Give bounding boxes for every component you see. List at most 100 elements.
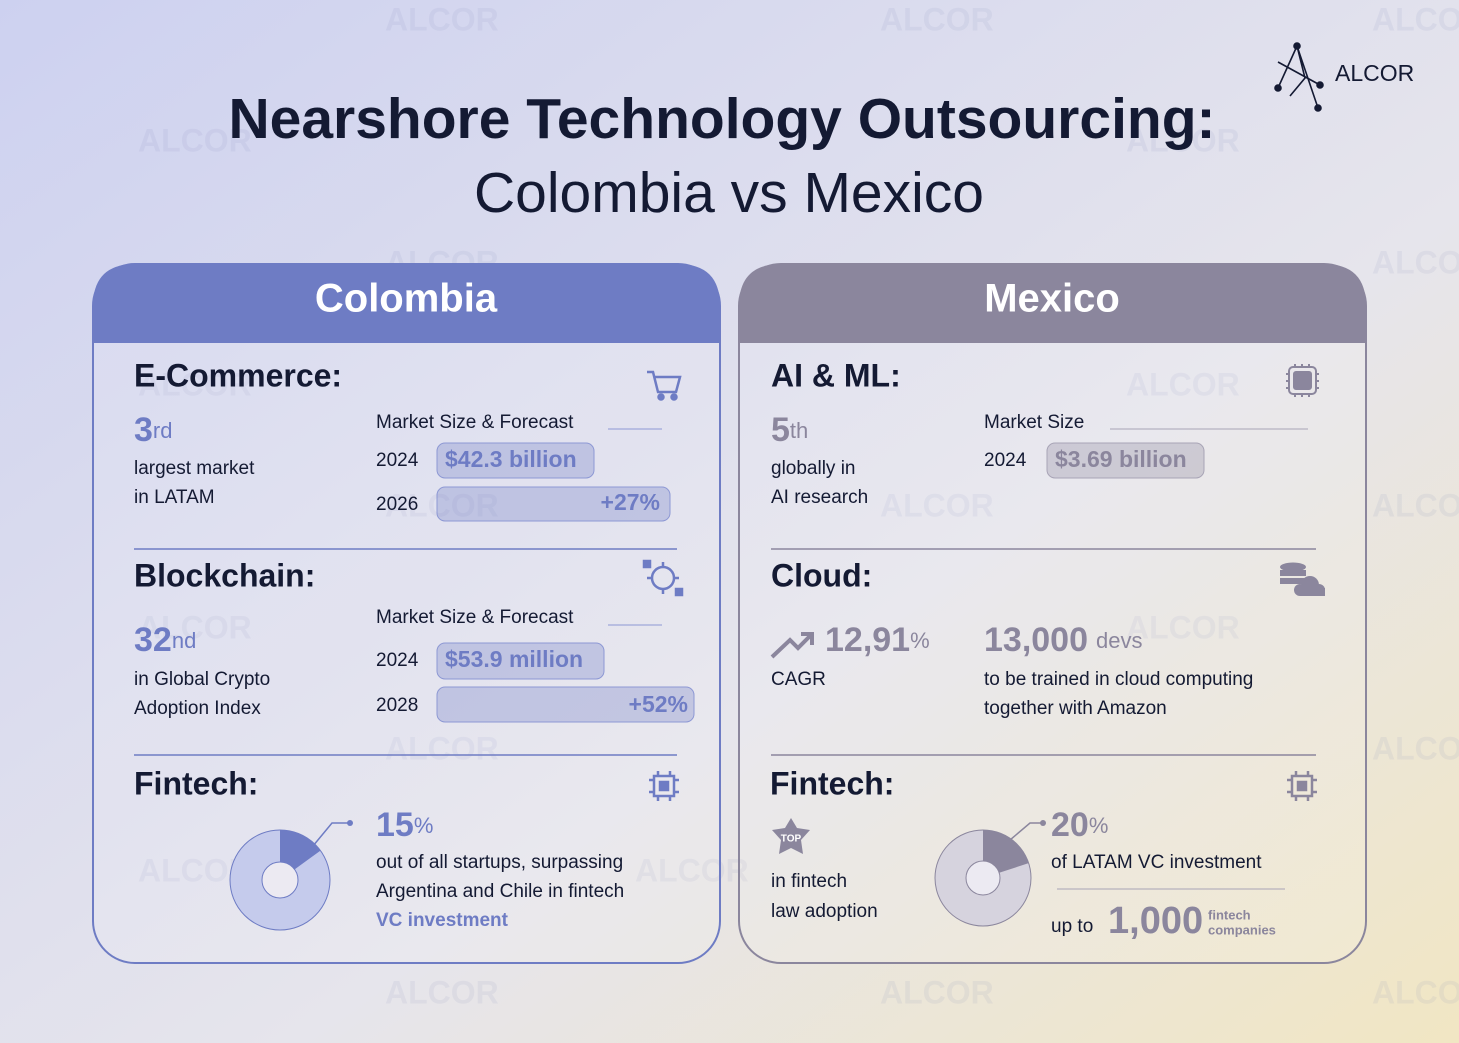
panel-title: Mexico [984, 277, 1120, 321]
text: in fintech [771, 871, 847, 892]
blockchain-icon [642, 559, 684, 597]
rank-number: 32 [134, 621, 172, 659]
section-title: Cloud: [771, 557, 872, 593]
watermark: ALCOR [880, 487, 994, 523]
watermark: ALCOR [1372, 730, 1459, 766]
text: to be trained in cloud computing [984, 669, 1253, 690]
watermark: ALCOR [138, 609, 252, 645]
section-title: Blockchain: [134, 557, 315, 593]
watermark: ALCOR [880, 974, 994, 1010]
rank: 32nd [134, 621, 196, 659]
watermark: ALCOR [880, 1, 994, 37]
cagr-value: 12,91 [825, 621, 910, 659]
watermark: ALCOR [1372, 974, 1459, 1010]
donut-hole [965, 860, 1001, 896]
text: globally in [771, 458, 856, 479]
cart-icon [647, 370, 682, 401]
label: Market Size [984, 412, 1084, 433]
leader [307, 822, 350, 853]
devs-unit: devs [1096, 628, 1142, 653]
watermark: ALCOR [1372, 487, 1459, 523]
panel-header [739, 264, 1366, 343]
watermark: ALCOR [385, 1, 499, 37]
section-title: Fintech: [134, 765, 258, 801]
subtitle: Colombia vs Mexico [474, 161, 984, 225]
label: Market Size & Forecast [376, 412, 574, 433]
panel-title: Colombia [315, 277, 498, 321]
watermark: ALCOR [1126, 366, 1240, 402]
value: +27% [601, 489, 660, 515]
year: 2026 [376, 494, 418, 515]
ai-icon [1286, 364, 1319, 397]
year: 2024 [376, 450, 419, 471]
title: Nearshore Technology Outsourcing: [228, 87, 1215, 151]
rank: 3rd [134, 411, 172, 449]
rank: 5th [771, 411, 808, 449]
text: in LATAM [134, 487, 215, 508]
leader [1009, 822, 1043, 841]
text: Adoption Index [134, 698, 261, 719]
value: $3.69 billion [1055, 446, 1187, 472]
share-value: 20 [1051, 806, 1089, 844]
pill [436, 486, 671, 522]
section-title: AI & ML: [771, 357, 901, 393]
value: $42.3 billion [445, 446, 577, 472]
leader-dot [1040, 820, 1046, 826]
donut [934, 829, 1032, 927]
text: up to [1051, 916, 1093, 937]
share: 20% [1051, 806, 1108, 844]
year: 2024 [984, 450, 1027, 471]
text: AI research [771, 487, 868, 508]
count-unit: companies [1208, 922, 1276, 937]
badge-text: TOP [781, 834, 802, 845]
rank-number: 3 [134, 411, 153, 449]
cloud-icon [1280, 562, 1325, 596]
watermark: ALCOR [138, 366, 252, 402]
panel-header [93, 264, 720, 343]
text: in Global Crypto [134, 669, 270, 690]
watermark: ALCOR [1126, 122, 1240, 158]
share-value: 15 [376, 806, 414, 844]
text: out of all startups, surpassing [376, 852, 623, 873]
pill [436, 642, 605, 680]
share-unit: % [414, 813, 434, 838]
watermark: ALCOR [385, 974, 499, 1010]
cagr-unit: % [910, 628, 930, 653]
donut [229, 829, 331, 931]
logo [1274, 42, 1324, 112]
text: together with Amazon [984, 698, 1167, 719]
highlight: VC investment [376, 910, 509, 931]
count-unit: fintech [1208, 907, 1251, 922]
pill [436, 686, 695, 723]
watermark: ALCOR [1372, 244, 1459, 280]
watermark: ALCOR [635, 852, 749, 888]
text: CAGR [771, 669, 826, 690]
section-title: E-Commerce: [134, 357, 342, 393]
share-unit: % [1089, 813, 1109, 838]
watermark: ALCOR [385, 487, 499, 523]
rank-number: 5 [771, 411, 790, 449]
devs-value: 13,000 [984, 621, 1088, 659]
fintech-icon [1287, 771, 1317, 801]
count: 1,000 [1108, 900, 1203, 942]
trend-icon [770, 632, 814, 659]
donut-hole [261, 861, 299, 899]
fintech-icon [649, 771, 679, 801]
value: $53.9 million [445, 646, 583, 672]
text: Argentina and Chile in fintech [376, 881, 624, 902]
text: of LATAM VC investment [1051, 852, 1262, 873]
badge [772, 818, 810, 854]
watermarks: ALCOR ALCOR ALCOR ALCOR ALCOR ALCOR ALCOR ALCOR… [138, 1, 1459, 1010]
watermark: ALCOR [138, 122, 252, 158]
devs: 13,000 devs [984, 621, 1142, 659]
section-title: Fintech: [770, 765, 894, 801]
logo-text: ALCOR [1335, 60, 1414, 86]
watermark: ALCOR [1126, 609, 1240, 645]
leader-dot [347, 820, 353, 826]
year: 2028 [376, 695, 418, 716]
value: +52% [629, 691, 688, 717]
pill [436, 442, 595, 479]
watermark: ALCOR [1372, 1, 1459, 37]
rank-suffix: th [790, 418, 808, 443]
